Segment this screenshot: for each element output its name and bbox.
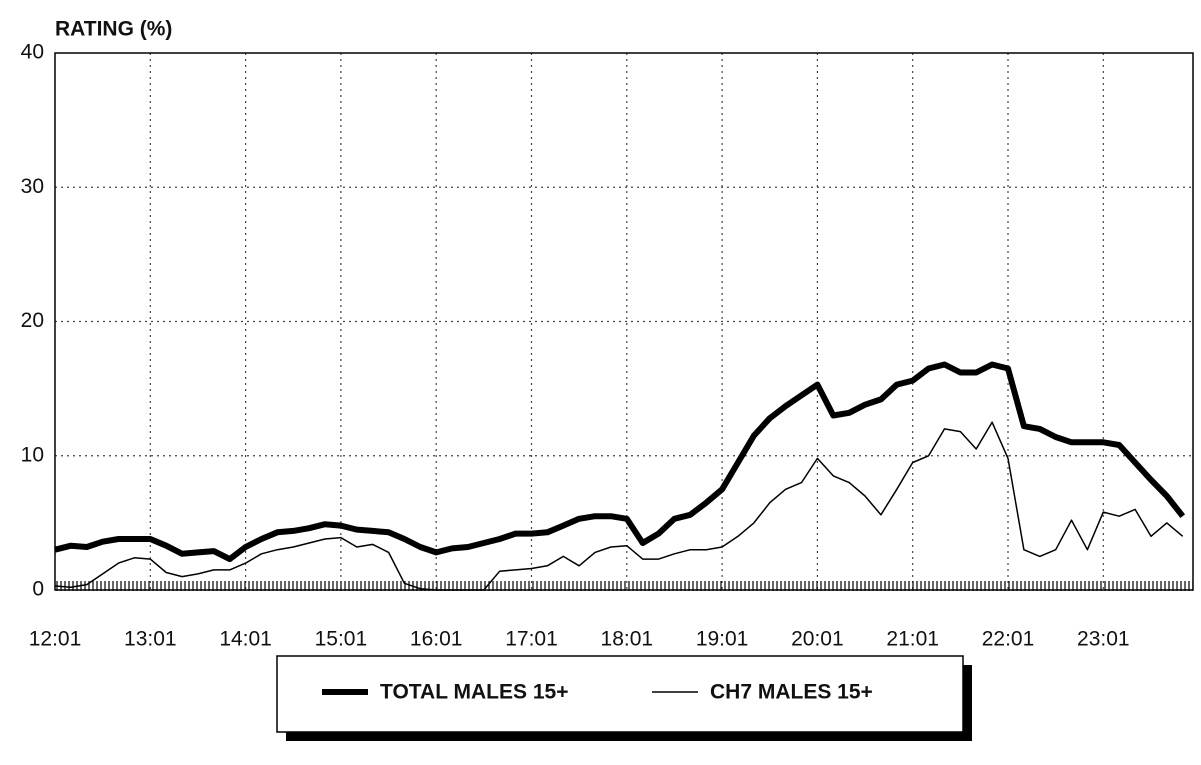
series-line [54, 361, 1186, 563]
x-tick-label: 18:01 [601, 628, 654, 651]
x-tick-label: 22:01 [982, 628, 1035, 651]
plot-frame [54, 52, 1194, 591]
y-tick-label: 0 [32, 578, 44, 601]
y-tick-label: 40 [21, 41, 44, 64]
minor-ticks [55, 581, 1193, 591]
x-tick-label: 19:01 [696, 628, 749, 651]
x-tick-label: 15:01 [315, 628, 368, 651]
x-tick-label: 20:01 [791, 628, 844, 651]
y-tick-label: 10 [21, 443, 44, 466]
x-tick-label: 16:01 [410, 628, 463, 651]
x-tick-label: 21:01 [886, 628, 939, 651]
series-line [54, 421, 1184, 591]
x-tick-label: 17:01 [505, 628, 558, 651]
legend-label: TOTAL MALES 15+ [380, 681, 568, 704]
x-tick-label: 23:01 [1077, 628, 1130, 651]
legend [276, 655, 964, 733]
y-axis-label: RATING (%) [55, 18, 172, 41]
x-tick-label: 13:01 [124, 628, 177, 651]
y-tick-label: 20 [21, 309, 44, 332]
legend-label: CH7 MALES 15+ [710, 681, 873, 704]
x-tick-label: 12:01 [29, 628, 82, 651]
y-tick-label: 30 [21, 175, 44, 198]
x-tick-label: 14:01 [219, 628, 272, 651]
